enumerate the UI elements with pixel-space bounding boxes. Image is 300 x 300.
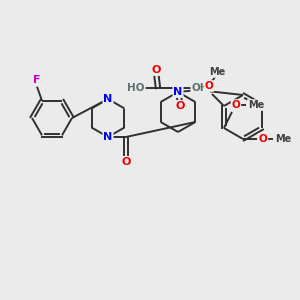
Text: N: N — [173, 87, 183, 97]
Text: O: O — [175, 101, 185, 111]
Text: N: N — [103, 132, 112, 142]
Text: HO: HO — [127, 83, 145, 93]
Text: Me: Me — [275, 134, 291, 144]
Text: O: O — [121, 157, 131, 167]
Text: F: F — [33, 75, 41, 85]
Text: Me: Me — [209, 67, 225, 77]
Text: O: O — [151, 65, 161, 75]
Text: Me: Me — [248, 100, 264, 110]
Text: N: N — [103, 94, 112, 104]
Text: O: O — [205, 81, 213, 91]
Text: O: O — [259, 134, 267, 144]
Text: OH: OH — [191, 83, 209, 93]
Text: O: O — [232, 100, 240, 110]
